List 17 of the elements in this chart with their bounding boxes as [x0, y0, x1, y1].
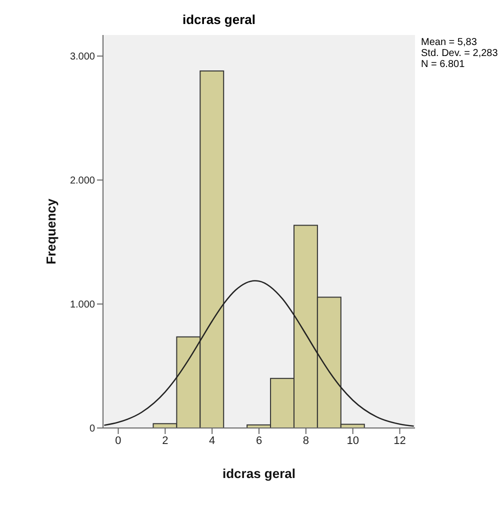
- x-tick-label: 4: [209, 434, 216, 447]
- x-tick-label: 12: [394, 434, 406, 447]
- y-tick-label: 2.000: [70, 176, 96, 187]
- x-axis-title: idcras geral: [222, 466, 296, 481]
- x-tick-label: 8: [302, 434, 309, 447]
- x-tick-label: 0: [115, 434, 122, 447]
- text: N = 6.801: [421, 59, 466, 70]
- text: Mean = 5,83: [421, 37, 478, 48]
- chart-title: idcras geral: [182, 12, 256, 27]
- x-tick-label: 10: [346, 434, 359, 447]
- y-tick-label: 3.000: [70, 52, 96, 63]
- x-tick-label: 6: [256, 434, 262, 447]
- y-tick-label: 1.000: [70, 300, 96, 311]
- x-tick-label: 2: [162, 434, 168, 447]
- text: Std. Dev. = 2,283: [421, 48, 498, 59]
- y-axis-title: Frequency: [44, 198, 59, 264]
- y-tick-label: 0: [89, 424, 96, 435]
